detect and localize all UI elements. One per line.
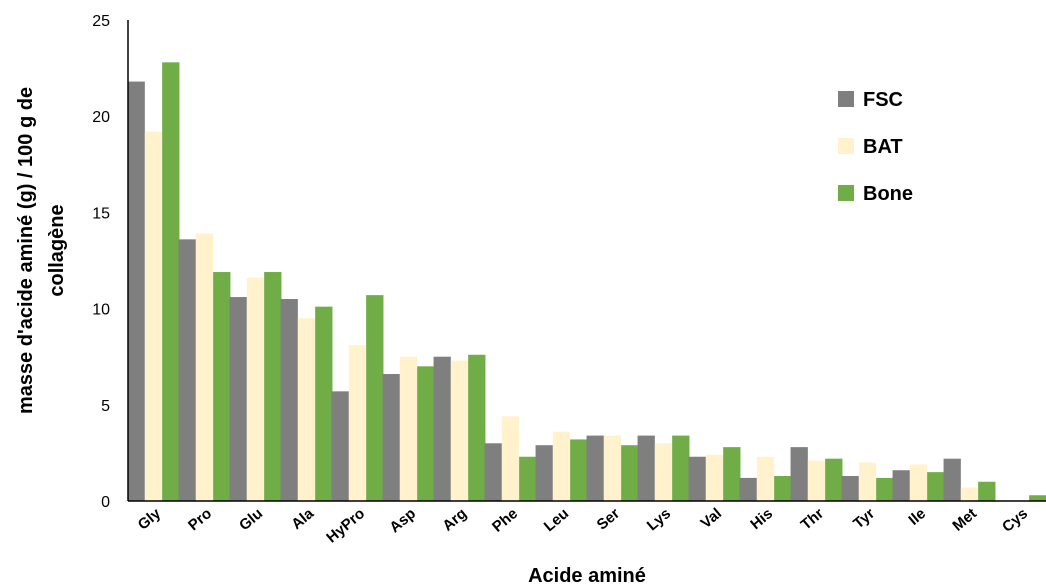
y-tick-label: 15 <box>92 205 110 222</box>
bar-fsc-ala <box>280 298 298 501</box>
bar-fsc-val <box>688 456 706 501</box>
bar-bat-ser <box>603 435 622 501</box>
bar-bone-glu <box>264 272 282 501</box>
y-axis-title: masse d'acide aminé (g) / 100 g de colla… <box>15 87 68 414</box>
y-tick-label: 0 <box>101 494 110 511</box>
bar-bone-thr <box>825 458 843 501</box>
x-tick-label-leu: Leu <box>541 505 572 535</box>
bar-fsc-met <box>943 458 961 501</box>
legend-label-bone: Bone <box>863 183 913 205</box>
bar-bone-asp <box>417 366 435 501</box>
x-tick-label-his: His <box>747 505 776 533</box>
x-tick-label-ser: Ser <box>594 505 624 534</box>
y-axis-title-line-1: masse d'acide aminé (g) / 100 g de <box>15 87 37 414</box>
bar-bone-ile <box>927 472 945 501</box>
x-tick-label-ile: Ile <box>905 505 929 529</box>
bar-bone-hypro <box>366 295 384 501</box>
bar-bat-thr <box>807 460 826 501</box>
bar-fsc-phe <box>484 443 502 501</box>
y-tick-label: 25 <box>92 13 110 30</box>
y-tick-label: 10 <box>92 302 110 319</box>
bar-bone-phe <box>519 456 537 501</box>
legend-label-fsc: FSC <box>863 89 903 111</box>
bar-bat-pro <box>195 233 214 501</box>
bar-fsc-thr <box>790 447 808 501</box>
x-tick-label-hypro: HyPro <box>323 505 368 546</box>
y-axis-title-line-2: collagène <box>46 204 68 296</box>
bar-fsc-leu <box>535 445 553 501</box>
bar-bone-val <box>723 447 741 501</box>
bar-bat-tyr <box>858 462 877 501</box>
bar-bone-cys <box>1029 495 1046 501</box>
x-tick-label-cys: Cys <box>999 505 1031 536</box>
legend-swatch-bat <box>838 138 854 154</box>
bar-fsc-lys <box>637 435 655 501</box>
x-tick-label-tyr: Tyr <box>850 505 878 532</box>
bar-bone-leu <box>570 439 588 501</box>
x-tick-label-gly: Gly <box>135 505 165 534</box>
bar-bat-gly <box>144 131 163 502</box>
bar-bone-met <box>978 481 996 501</box>
bar-bat-val <box>705 454 724 501</box>
x-axis-categories: Gly Pro Glu Ala HyPro Asp Arg Phe Leu Ser Lys Val Hi… <box>135 505 1031 547</box>
bar-bat-hypro <box>348 345 367 501</box>
legend-swatch-bone <box>838 185 854 201</box>
x-tick-label-arg: Arg <box>439 505 470 535</box>
x-tick-label-ala: Ala <box>288 505 317 533</box>
bar-bat-asp <box>399 356 418 501</box>
bar-bat-lys <box>654 443 673 501</box>
bar-fsc-asp <box>382 374 400 501</box>
x-tick-label-asp: Asp <box>386 505 419 536</box>
legend: FSC BAT Bone <box>838 89 913 205</box>
bar-bat-leu <box>552 431 571 501</box>
bar-fsc-ile <box>892 470 910 501</box>
y-tick-label: 20 <box>92 109 110 126</box>
bar-fsc-arg <box>433 356 451 501</box>
bar-bone-his <box>774 475 792 501</box>
bar-bat-phe <box>501 416 520 501</box>
bar-fsc-gly <box>127 81 145 502</box>
x-tick-label-phe: Phe <box>489 505 521 536</box>
x-tick-label-val: Val <box>698 505 726 532</box>
x-tick-label-glu: Glu <box>236 505 266 534</box>
bar-bone-lys <box>672 435 690 501</box>
bar-fsc-hypro <box>331 391 349 501</box>
bar-bat-ala <box>297 318 316 501</box>
bar-fsc-his <box>739 477 757 501</box>
x-tick-label-thr: Thr <box>798 505 828 534</box>
bar-bone-tyr <box>876 477 894 501</box>
bar-fsc-pro <box>178 239 196 501</box>
x-tick-label-pro: Pro <box>185 505 215 534</box>
bar-bat-his <box>756 456 775 501</box>
bar-bone-arg <box>468 354 486 501</box>
y-tick-label: 5 <box>101 398 110 415</box>
bar-bone-gly <box>162 62 180 501</box>
x-tick-label-lys: Lys <box>644 505 674 534</box>
legend-swatch-fsc <box>838 91 854 107</box>
bar-fsc-glu <box>229 297 247 501</box>
bar-fsc-tyr <box>841 475 859 501</box>
bar-bone-pro <box>213 272 231 501</box>
bar-bat-glu <box>246 277 265 501</box>
bar-bone-ser <box>621 445 639 501</box>
x-tick-label-met: Met <box>949 505 980 535</box>
bar-bat-met <box>960 487 979 501</box>
bars-group <box>127 62 1046 502</box>
legend-label-bat: BAT <box>863 136 903 158</box>
bar-fsc-ser <box>586 435 604 501</box>
y-axis-ticks: 0 5 10 15 20 25 <box>92 13 110 511</box>
bar-bone-ala <box>315 306 333 501</box>
bar-bat-ile <box>909 464 928 501</box>
bar-bat-arg <box>450 360 469 501</box>
x-axis-title: Acide aminé <box>528 565 646 586</box>
